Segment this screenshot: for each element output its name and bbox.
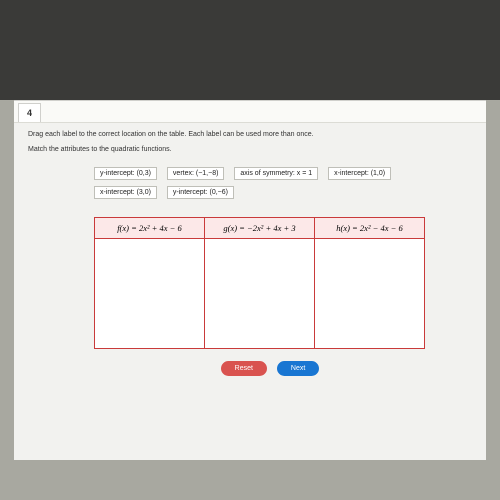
label-row-1: y-intercept: (0,3) vertex: (−1,−8) axis … — [94, 167, 472, 180]
draggable-labels-area: y-intercept: (0,3) vertex: (−1,−8) axis … — [28, 167, 472, 199]
question-area: Drag each label to the correct location … — [14, 123, 486, 386]
instruction-secondary: Match the attributes to the quadratic fu… — [28, 146, 472, 153]
header-gx: g(x) = −2x² + 4x + 3 — [205, 218, 315, 239]
header-hx: h(x) = 2x² − 4x − 6 — [315, 218, 425, 239]
functions-table: f(x) = 2x² + 4x − 6 g(x) = −2x² + 4x + 3… — [94, 217, 425, 349]
button-row: Reset Next — [28, 361, 472, 376]
table-wrap: f(x) = 2x² + 4x − 6 g(x) = −2x² + 4x + 3… — [28, 217, 472, 349]
content-wrap: 4 Drag each label to the correct locatio… — [14, 100, 486, 460]
next-button[interactable]: Next — [277, 361, 319, 376]
dropzone-fx[interactable] — [95, 239, 205, 349]
instruction-primary: Drag each label to the correct location … — [28, 131, 472, 138]
reset-button[interactable]: Reset — [221, 361, 267, 376]
header-fx: f(x) = 2x² + 4x − 6 — [95, 218, 205, 239]
question-number: 4 — [18, 103, 41, 122]
label-vertex-neg1-neg8[interactable]: vertex: (−1,−8) — [167, 167, 225, 180]
browser-chrome — [0, 0, 500, 100]
table-header-row: f(x) = 2x² + 4x − 6 g(x) = −2x² + 4x + 3… — [95, 218, 425, 239]
table-drop-row — [95, 239, 425, 349]
label-axis-symmetry-x1[interactable]: axis of symmetry: x = 1 — [234, 167, 318, 180]
label-x-intercept-3-0[interactable]: x-intercept: (3,0) — [94, 186, 157, 199]
label-x-intercept-1-0[interactable]: x-intercept: (1,0) — [328, 167, 391, 180]
question-number-row: 4 — [14, 101, 486, 123]
dropzone-hx[interactable] — [315, 239, 425, 349]
dropzone-gx[interactable] — [205, 239, 315, 349]
label-y-intercept-0-neg6[interactable]: y-intercept: (0,−6) — [167, 186, 234, 199]
label-row-2: x-intercept: (3,0) y-intercept: (0,−6) — [94, 186, 472, 199]
label-y-intercept-0-3[interactable]: y-intercept: (0,3) — [94, 167, 157, 180]
